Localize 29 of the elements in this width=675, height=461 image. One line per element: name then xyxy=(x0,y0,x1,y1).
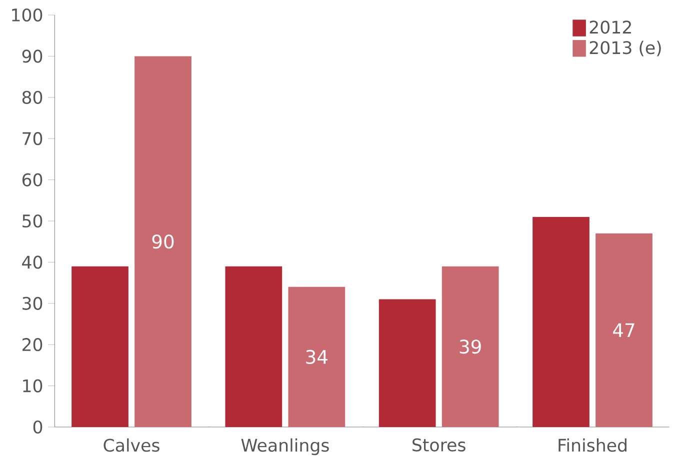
y-tick-label: 10 xyxy=(23,379,42,392)
data-label: 47 xyxy=(613,323,634,337)
bar xyxy=(378,299,436,427)
bar xyxy=(442,266,499,427)
data-label: 34 xyxy=(306,350,328,364)
bar xyxy=(225,266,282,427)
y-tick-label: 0 xyxy=(33,420,42,434)
bar xyxy=(134,56,192,427)
bar xyxy=(532,216,590,427)
y-tick-label: 90 xyxy=(22,50,42,63)
y-tick-label: 60 xyxy=(22,173,42,186)
data-label: 90 xyxy=(152,234,174,249)
x-tick-label: Calves xyxy=(104,438,160,452)
y-tick-label: 30 xyxy=(22,296,42,310)
legend-label: 2012 xyxy=(590,20,631,34)
y-tick-label: 50 xyxy=(22,214,42,228)
y-tick-label: 100 xyxy=(12,8,42,22)
x-tick-label: Weanlings xyxy=(241,438,329,456)
y-tick-label: 70 xyxy=(22,132,42,146)
x-tick-label: Finished xyxy=(558,438,626,452)
bar xyxy=(288,286,346,427)
data-label: 39 xyxy=(460,340,481,354)
bar xyxy=(72,266,128,427)
y-tick-label: 20 xyxy=(22,338,42,352)
y-tick-label: 40 xyxy=(22,256,42,269)
y-tick-label: 80 xyxy=(22,90,42,104)
x-tick-label: Stores xyxy=(412,438,466,452)
legend-label: 2013 (e) xyxy=(590,40,661,56)
bar xyxy=(596,233,652,427)
